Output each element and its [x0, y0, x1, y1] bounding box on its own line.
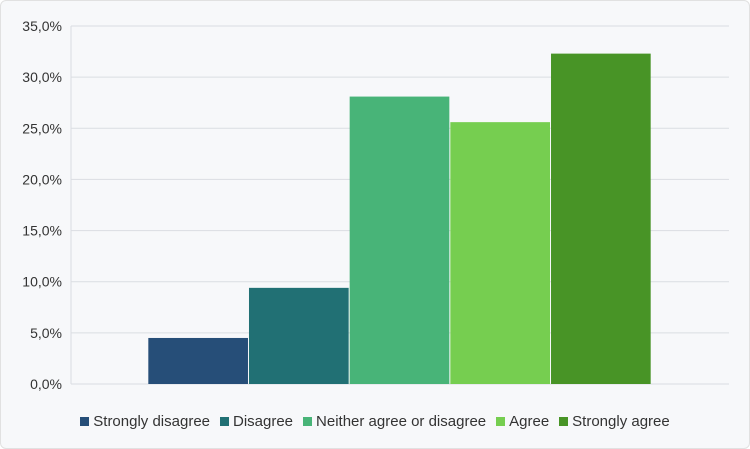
legend-swatch	[80, 417, 90, 426]
legend-item: Strongly disagree	[80, 413, 210, 430]
y-tick-label: 35,0%	[22, 18, 62, 34]
legend-swatch	[303, 417, 313, 426]
legend-swatch	[559, 417, 569, 426]
y-tick-label: 20,0%	[22, 171, 62, 187]
legend-item: Disagree	[220, 413, 293, 430]
bar-neither-agree-or-disagree	[349, 96, 450, 384]
y-tick-label: 15,0%	[22, 223, 62, 239]
legend-item: Strongly agree	[559, 413, 670, 430]
bar-agree	[450, 122, 551, 385]
legend-label: Strongly agree	[572, 413, 670, 430]
legend-label: Agree	[509, 413, 550, 430]
y-tick-label: 10,0%	[22, 274, 62, 290]
y-tick-label: 0,0%	[30, 376, 62, 392]
y-tick-label: 30,0%	[22, 69, 62, 85]
legend-item: Agree	[496, 413, 549, 430]
legend-swatch	[220, 417, 229, 426]
legend-item: Neither agree or disagree	[303, 413, 486, 430]
bar-strongly-disagree	[148, 337, 248, 384]
bar-strongly-agree	[551, 53, 651, 385]
bar-chart: 0,0% 5,0% 10,0% 15,0% 20,0% 25,0% 30,0% 35,0%	[22, 18, 729, 392]
y-tick-label: 25,0%	[22, 120, 62, 136]
bar-disagree	[248, 287, 349, 384]
chart-legend: Strongly disagree Disagree Neither agree o…	[1, 413, 749, 430]
legend-label: Neither agree or disagree	[316, 413, 487, 430]
legend-swatch	[496, 417, 506, 426]
legend-label: Strongly disagree	[93, 413, 210, 430]
y-tick-label: 5,0%	[30, 325, 62, 341]
legend-label: Disagree	[233, 413, 294, 430]
